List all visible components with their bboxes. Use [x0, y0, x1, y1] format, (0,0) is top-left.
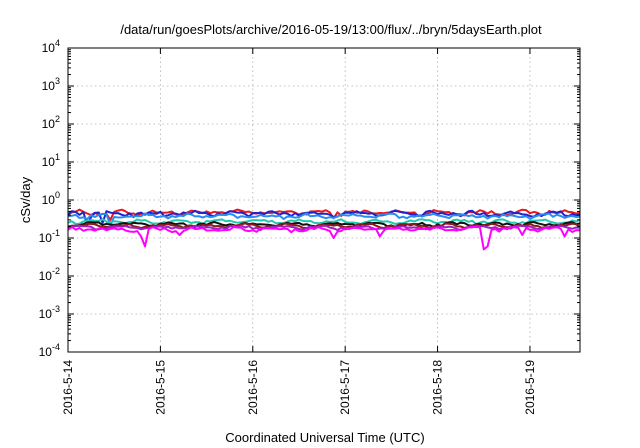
y-tick-label: 103 [42, 76, 60, 93]
x-tick-label: 2016-5-16 [246, 360, 260, 415]
series-line [67, 225, 581, 251]
y-axis-label: cSv/day [18, 176, 33, 223]
series-group [67, 208, 581, 251]
series-line [67, 209, 581, 226]
x-axis: 2016-5-14 2016-5-15 2016-5-16 2016-5-17 2016… [61, 48, 537, 415]
x-tick-label: 2016-5-18 [431, 360, 445, 415]
series-line [67, 218, 581, 225]
y-tick-label: 10-3 [39, 304, 60, 321]
y-tick-label: 101 [42, 152, 60, 169]
y-tick-label: 10-1 [39, 228, 60, 245]
grid [67, 48, 580, 352]
y-tick-label: 100 [42, 190, 60, 207]
x-tick-label: 2016-5-19 [523, 360, 537, 415]
y-tick-label: 104 [42, 38, 60, 55]
y-tick-label: 102 [42, 114, 60, 131]
series-line [67, 208, 581, 221]
x-tick-label: 2016-5-17 [338, 360, 352, 415]
series-line [67, 212, 581, 226]
x-tick-label: 2016-5-14 [61, 360, 75, 415]
chart-title: /data/run/goesPlots/archive/2016-05-19/1… [120, 22, 542, 37]
y-tick-label: 10-2 [39, 266, 60, 283]
y-axis: 10-4 10-3 10-2 10-1 100 101 102 103 104 [39, 38, 580, 359]
y-tick-label: 10-4 [39, 342, 60, 359]
x-axis-label: Coordinated Universal Time (UTC) [225, 430, 424, 445]
x-tick-label: 2016-5-15 [153, 360, 167, 415]
